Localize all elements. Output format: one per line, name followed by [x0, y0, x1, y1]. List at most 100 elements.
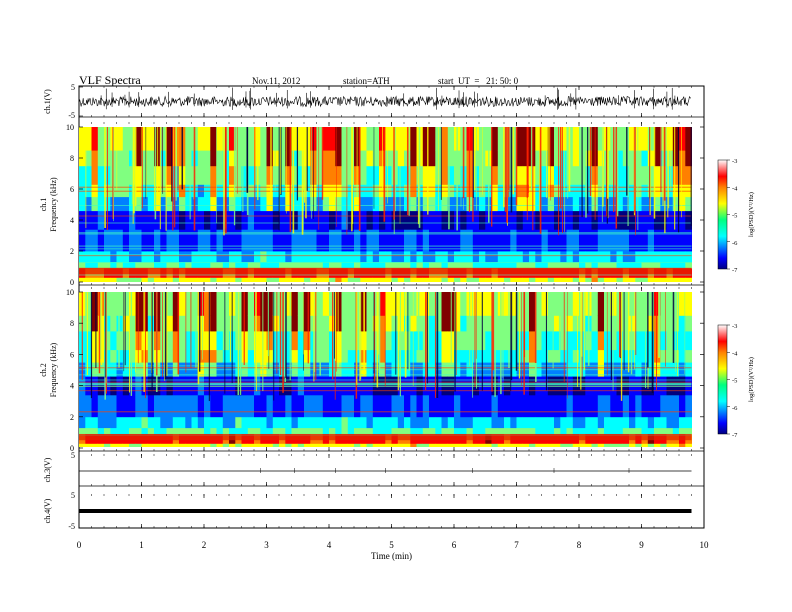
ch1-spectrogram-cell [616, 210, 624, 230]
ch1-spectrogram-cell [566, 229, 574, 252]
ch2-spectrogram-cell [185, 349, 192, 363]
ch2-spectrogram-cell [529, 427, 536, 435]
ch1-spectrogram-cell [291, 261, 299, 269]
ch1-spectrogram-cell [366, 127, 374, 151]
ch2-spectrogram-cell [166, 315, 174, 332]
ch1-spectrogram-cell [560, 127, 567, 151]
ch1-spectrogram-cell [222, 277, 230, 282]
ch2-spectrogram-cell [147, 376, 155, 396]
ch2-spectrogram-cell [585, 416, 592, 429]
ch2-spectrogram-cell [322, 292, 330, 316]
ch2-spectrogram-cell [285, 331, 292, 351]
ch1-spectrogram-cell [679, 184, 686, 198]
ch2-spectrogram-cell [660, 331, 667, 351]
ch1-spectrogram-cell [385, 127, 392, 151]
ch2-spectrogram-cell [497, 395, 505, 418]
ch1-spectrogram-cell [185, 165, 192, 185]
ch2-spectrogram-cell [441, 376, 449, 396]
ch2-spectrogram-cell [366, 427, 374, 435]
ch2-spectrogram-cell [247, 292, 255, 316]
ch2-spectrogram-cell [547, 349, 555, 363]
ch1-spectrogram-cell [222, 261, 230, 269]
ch1-spectrogram-cell [635, 251, 642, 263]
ch1-colorbar-tick-label: -3 [732, 158, 737, 165]
ch2-spectrogram-cell [391, 427, 399, 435]
ch1-spectrogram-cell [154, 277, 161, 282]
ch2-spectrogram-cell [185, 376, 192, 396]
ch2-spectrogram-cell [472, 427, 480, 435]
ch1-spectrogram-cell [116, 184, 124, 198]
ch1-spectrogram-cell [335, 277, 342, 282]
ch1-spectrogram-cell [229, 210, 236, 230]
ch1-spectrogram-cell [572, 261, 580, 269]
ch1-spectrogram-cell [541, 184, 549, 198]
ch2-spectrogram-cell [247, 416, 255, 429]
ch2-spectrogram-cell [197, 443, 205, 447]
ch2-spectrogram-cell [379, 443, 386, 447]
ch2-spectrogram-cell [466, 427, 474, 435]
ch2-spectrogram-cell [222, 395, 230, 418]
ch2-spectrogram-cell [122, 416, 130, 429]
ch1-spectrogram-cell [441, 229, 449, 252]
ch1-spectrogram-cell [335, 229, 342, 252]
ch2-spectrogram-cell [479, 443, 486, 447]
ch1-colorbar-tick-label: -6 [732, 240, 738, 247]
ch1-spectrogram-cell [660, 251, 667, 263]
ch2-spectrogram-cell [547, 416, 555, 429]
ch1-spectrogram-cell [166, 184, 174, 198]
ch1-spectrogram-cell [291, 251, 299, 263]
ch2-spectrogram-cell [147, 292, 155, 316]
ch2-spectrogram-cell [204, 395, 211, 418]
ch2-spectrogram-cell [429, 331, 436, 351]
ch1-spectrogram-cell [310, 210, 317, 230]
ch2-spectrogram-cell [635, 315, 642, 332]
ch2-spectrogram-cell [91, 395, 99, 418]
ch1-spectrogram-cell [272, 127, 280, 151]
ch2-spectrogram-cell [435, 427, 442, 435]
ch1-spectrogram-cell [560, 229, 567, 252]
ch2-spectrogram-cell [279, 395, 286, 418]
ch1-spectrogram-cell [522, 210, 530, 230]
ch2-spectrogram-cell [122, 315, 130, 332]
ch2-spectrogram-cell [435, 416, 442, 429]
start-time-label: start UT = 21: 50: 0 [438, 76, 519, 86]
ch2-spectrogram-cell [672, 349, 680, 363]
ch2-spectrogram-cell [404, 427, 411, 435]
ch2-spectrogram-cell [510, 416, 517, 429]
ch2-spectrogram-cell [247, 443, 255, 447]
ch1-spectrogram-cell [285, 127, 292, 151]
ch1-spectrogram-cell [522, 261, 530, 269]
ch1-spectrogram-cell [441, 165, 449, 185]
ch2-spectrogram-cell [635, 292, 642, 316]
ch2-spectrogram-cell [522, 443, 530, 447]
ch1-spectrogram-cell [235, 196, 242, 212]
ch1-spectrogram-cell [547, 210, 555, 230]
ch2-spectrogram-cell [547, 331, 555, 351]
ch1-spectrogram-cell [247, 150, 255, 167]
ch2-spectrogram-cell [110, 416, 117, 429]
ch1-spectrogram-cell [110, 277, 117, 282]
ch1-spectrogram-cell [329, 261, 336, 269]
ch2-spectrogram-cell [641, 315, 649, 332]
ch2-spectrogram-cell [560, 416, 567, 429]
ch2-spectrogram-cell [422, 331, 430, 351]
ch1-spectrogram-cell [141, 196, 149, 212]
ch1-spectrogram-cell [397, 277, 405, 282]
ch2-spectrogram-cell [435, 315, 442, 332]
ch2-spectrogram-cell [504, 427, 511, 435]
ch2-spectrogram-cell [441, 349, 449, 363]
ch1-spectrogram-cell [166, 277, 174, 282]
ch2-spectrogram-cell [272, 443, 280, 447]
ch1-spectrogram-cell [672, 127, 680, 151]
ch2-spectrogram-cell [629, 331, 636, 351]
ch2-spectrogram-cell [647, 416, 655, 429]
ch1-spectrogram-cell [316, 127, 324, 151]
ch2-spectrogram-cell [110, 331, 117, 351]
ch2-spectrogram-cell [235, 443, 242, 447]
ch2-spectrogram-cell [579, 395, 586, 418]
ch2-spectrogram-cell [460, 443, 467, 447]
ch1-spectrogram-cell [91, 184, 99, 198]
ch2-spectrogram-cell [285, 443, 292, 447]
ch1-spectrogram-cell [554, 165, 561, 185]
ch1-spectrogram-cell [679, 210, 686, 230]
